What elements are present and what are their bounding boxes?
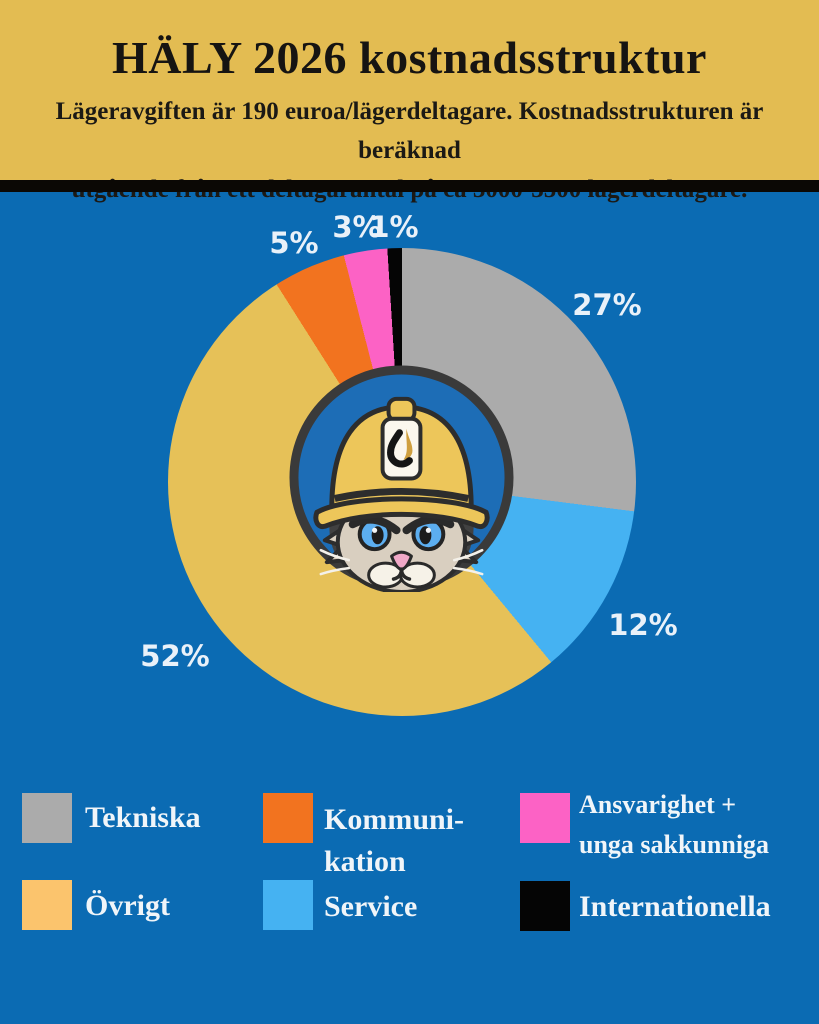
- legend-swatch-service: [263, 880, 313, 930]
- legend-swatch-ansvarighet: [520, 793, 570, 843]
- pie-label-tekniska: 27%: [572, 288, 642, 322]
- pie-label-ovrigt: 52%: [140, 639, 210, 673]
- legend-swatch-internationella: [520, 881, 570, 931]
- legend-swatch-tekniska: [22, 793, 72, 843]
- pie-label-kommunikation: 5%: [269, 226, 319, 260]
- legend-label-ovrigt: Övrigt: [85, 889, 170, 922]
- page-title: HÄLY 2026 kostnadsstruktur: [112, 32, 707, 83]
- legend-label-kommunikation: Kommuni- kation: [324, 803, 465, 878]
- legend-label-internationella: Internationella: [579, 890, 771, 923]
- subtitle-line-1: Lägeravgiften är 190 euroa/lägerdeltagar…: [55, 98, 764, 164]
- legend-label-ansvarighet: Ansvarighet + unga sakkunniga: [579, 790, 770, 859]
- pie-label-service: 12%: [608, 608, 678, 642]
- pie-label-ansvarighet: 3%: [332, 210, 382, 244]
- legend-swatch-ovrigt: [22, 880, 72, 930]
- legend-label-service: Service: [324, 890, 418, 923]
- firefighter-cat-mascot-icon: [289, 365, 514, 592]
- header-banner: HÄLY 2026 kostnadsstruktur Lägeravgiften…: [0, 0, 819, 203]
- legend-swatch-kommunikation: [263, 793, 313, 843]
- legend-label-tekniska: Tekniska: [85, 801, 201, 834]
- pie-label-internationella: 1%: [369, 210, 419, 244]
- divider-bar: [0, 180, 819, 192]
